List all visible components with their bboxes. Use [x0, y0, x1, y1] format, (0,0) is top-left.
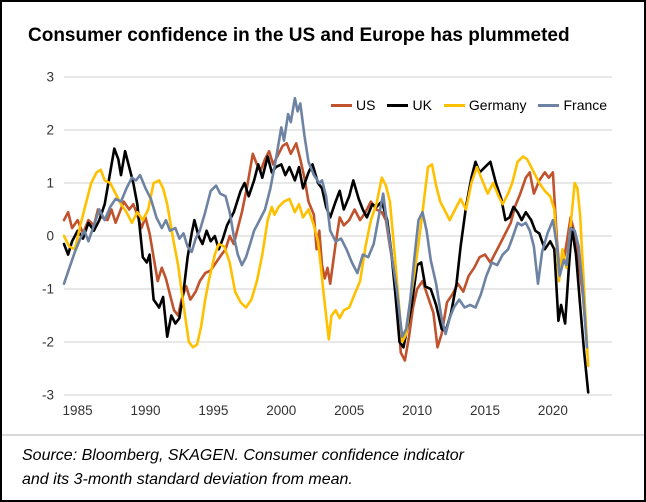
- x-tick-label: 2005: [334, 403, 364, 418]
- y-tick-label: -2: [42, 335, 54, 350]
- legend-item-france: France: [538, 97, 607, 113]
- series-line-uk: [62, 147, 590, 394]
- x-tick-label: 2015: [470, 403, 500, 418]
- x-tick-label: 2010: [402, 403, 432, 418]
- series-line-germany: [62, 155, 590, 368]
- legend-label-us: US: [356, 97, 376, 113]
- chart-legend: US UK Germany France: [331, 97, 607, 113]
- x-tick-label: 1985: [63, 403, 93, 418]
- legend-swatch-france: [538, 103, 560, 107]
- x-tick-label: 1995: [198, 403, 228, 418]
- y-tick-label: 1: [46, 176, 54, 191]
- y-tick-label: -3: [42, 388, 54, 403]
- y-tick-label: 3: [46, 70, 54, 85]
- x-tick-label: 2020: [538, 403, 568, 418]
- source-line-2: and its 3-month standard deviation from …: [22, 471, 353, 488]
- legend-swatch-us: [331, 103, 352, 107]
- series-line-france: [62, 96, 589, 349]
- x-tick-label: 1990: [130, 403, 160, 418]
- legend-item-us: US: [331, 97, 375, 113]
- legend-item-germany: Germany: [443, 97, 527, 113]
- legend-label-uk: UK: [412, 97, 432, 113]
- x-tick-label: 2000: [266, 403, 296, 418]
- y-tick-label: 2: [46, 123, 54, 138]
- legend-item-uk: UK: [387, 97, 432, 113]
- y-tick-label: 0: [46, 229, 54, 244]
- source-line-1: Source: Bloomberg, SKAGEN. Consumer conf…: [22, 447, 464, 464]
- legend-swatch-germany: [443, 103, 465, 107]
- series-line-us: [62, 142, 589, 362]
- legend-swatch-uk: [387, 103, 409, 107]
- legend-label-germany: Germany: [468, 97, 527, 113]
- chart-title: Consumer confidence in the US and Europe…: [28, 25, 570, 46]
- legend-label-france: France: [563, 97, 608, 113]
- source-footer: Source: Bloomberg, SKAGEN. Consumer conf…: [2, 434, 644, 492]
- y-tick-label: -1: [42, 282, 54, 297]
